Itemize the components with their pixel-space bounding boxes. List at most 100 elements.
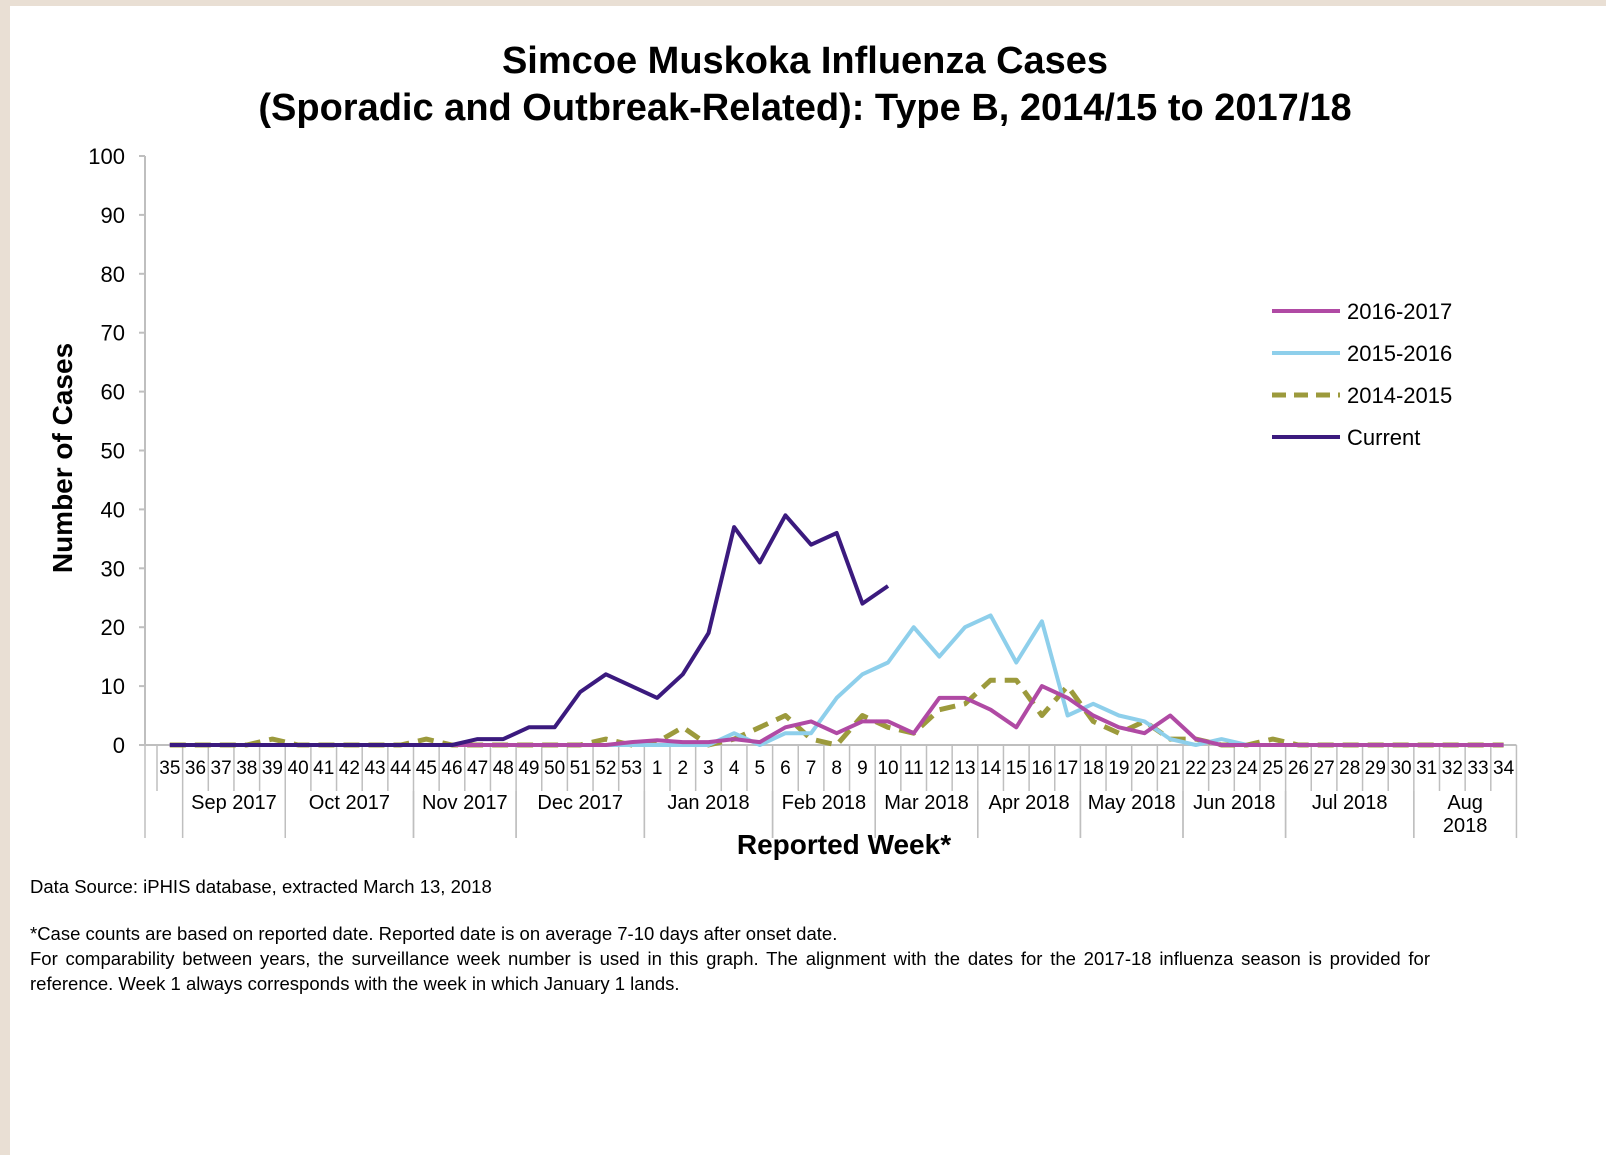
chart-frame: Simcoe Muskoka Influenza Cases (Sporadic …: [10, 6, 1606, 1155]
legend-label: Current: [1347, 425, 1420, 450]
y-tick-label: 0: [113, 733, 125, 758]
x-tick-label: 28: [1339, 758, 1360, 779]
x-tick-label: 17: [1057, 758, 1078, 779]
month-label: Apr 2018: [989, 792, 1070, 814]
x-tick-label: 20: [1134, 758, 1155, 779]
x-tick-label: 49: [518, 758, 539, 779]
x-tick-label: 52: [595, 758, 616, 779]
x-tick-label: 46: [441, 758, 462, 779]
x-tick-label: 23: [1211, 758, 1232, 779]
x-tick-label: 35: [159, 758, 180, 779]
y-axis-title: Number of Cases: [47, 343, 78, 573]
month-label: May 2018: [1088, 792, 1176, 814]
x-tick-label: 32: [1442, 758, 1463, 779]
x-tick-label: 6: [780, 758, 791, 779]
month-label: Jan 2018: [667, 792, 749, 814]
x-tick-label: 47: [467, 758, 488, 779]
month-label: Sep 2017: [191, 792, 277, 814]
legend-label: 2015-2016: [1347, 341, 1452, 366]
x-tick-label: 2: [678, 758, 689, 779]
y-tick-label: 90: [101, 203, 125, 228]
y-tick-label: 10: [101, 674, 125, 699]
x-tick-label: 9: [857, 758, 868, 779]
x-tick-label: 14: [980, 758, 1002, 779]
x-tick-label: 7: [806, 758, 817, 779]
y-tick-labels: 0 10 20 30 40 50 60 70 80 90 100: [88, 144, 125, 758]
footnote-reported-date: *Case counts are based on reported date.…: [30, 923, 838, 944]
x-tick-label: 36: [185, 758, 206, 779]
series-line-2014-2015: [169, 677, 1504, 748]
x-tick-label: 43: [364, 758, 385, 779]
x-tick-label: 12: [929, 758, 950, 779]
x-tick-label: 16: [1031, 758, 1052, 779]
series-line-2016-2017: [169, 684, 1504, 747]
series-line-current: [169, 513, 890, 747]
month-label: Jul 2018: [1312, 792, 1388, 814]
month-label: Oct 2017: [309, 792, 390, 814]
x-tick-label: 39: [262, 758, 283, 779]
x-tick-label: 11: [904, 758, 924, 779]
x-tick-label: 34: [1493, 758, 1515, 779]
x-tick-label: 27: [1314, 758, 1335, 779]
y-tick-label: 20: [101, 615, 125, 640]
chart-title-line: Simcoe Muskoka Influenza Cases: [502, 40, 1108, 82]
x-tick-label: 5: [754, 758, 765, 779]
x-tick-label: 18: [1083, 758, 1104, 779]
y-tick-label: 100: [88, 144, 125, 169]
month-label: Nov 2017: [422, 792, 508, 814]
x-tick-label: 53: [621, 758, 642, 779]
axes: [139, 155, 1518, 838]
x-tick-label: 45: [416, 758, 437, 779]
month-label: Mar 2018: [884, 792, 969, 814]
x-tick-label: 37: [211, 758, 232, 779]
x-tick-label: 24: [1237, 758, 1259, 779]
x-tick-label: 51: [570, 758, 591, 779]
x-tick-label: 31: [1416, 758, 1437, 779]
month-label: 2018: [1443, 815, 1488, 837]
x-tick-label: 29: [1365, 758, 1386, 779]
x-tick-labels: 35 36 37 38 39 40 41 42 43 44 45 46 47 48 49 50 51 52 53 1 2…: [159, 758, 1514, 779]
month-label: Dec 2017: [537, 792, 623, 814]
x-tick-label: 21: [1160, 758, 1181, 779]
x-tick-label: 15: [1006, 758, 1027, 779]
y-tick-label: 30: [101, 556, 125, 581]
month-label: Aug: [1447, 792, 1483, 814]
x-tick-label: 25: [1262, 758, 1283, 779]
month-label: Feb 2018: [782, 792, 867, 814]
x-tick-label: 8: [831, 758, 842, 779]
x-tick-label: 13: [954, 758, 975, 779]
x-tick-label: 1: [652, 758, 663, 779]
x-tick-label: 40: [288, 758, 309, 779]
legend-label: 2014-2015: [1347, 383, 1452, 408]
month-labels: Sep 2017 Oct 2017 Nov 2017 Dec 2017 Jan 2018…: [191, 792, 1487, 837]
x-tick-label: 50: [544, 758, 565, 779]
data-source-note: Data Source: iPHIS database, extracted M…: [30, 876, 492, 897]
x-tick-label: 3: [703, 758, 714, 779]
x-tick-label: 26: [1288, 758, 1309, 779]
x-tick-label: 10: [877, 758, 898, 779]
month-label: Jun 2018: [1193, 792, 1275, 814]
chart-title: Simcoe Muskoka Influenza Cases (Sporadic …: [258, 40, 1351, 129]
x-tick-label: 33: [1467, 758, 1488, 779]
x-axis-title: Reported Week*: [737, 829, 951, 860]
chart: Simcoe Muskoka Influenza Cases (Sporadic …: [47, 40, 1518, 860]
x-tick-label: 30: [1390, 758, 1411, 779]
y-tick-label: 80: [101, 262, 125, 287]
y-tick-label: 50: [101, 439, 125, 464]
x-tick-label: 22: [1185, 758, 1206, 779]
legend: 2016-2017 2015-2016 2014-2015 Current: [1272, 299, 1452, 450]
series-line-2015-2016: [169, 613, 1504, 747]
footnote-comparability: For comparability between years, the sur…: [30, 948, 1430, 994]
x-tick-label: 38: [236, 758, 257, 779]
chart-title-line: (Sporadic and Outbreak-Related): Type B,…: [258, 87, 1351, 129]
x-tick-label: 19: [1108, 758, 1129, 779]
y-tick-label: 70: [101, 321, 125, 346]
x-tick-label: 42: [339, 758, 360, 779]
x-tick-label: 48: [493, 758, 514, 779]
legend-label: 2016-2017: [1347, 299, 1452, 324]
series-lines: [169, 513, 1504, 748]
y-tick-label: 40: [101, 497, 125, 522]
x-tick-label: 44: [390, 758, 412, 779]
y-tick-label: 60: [101, 380, 125, 405]
x-tick-label: 4: [729, 758, 740, 779]
